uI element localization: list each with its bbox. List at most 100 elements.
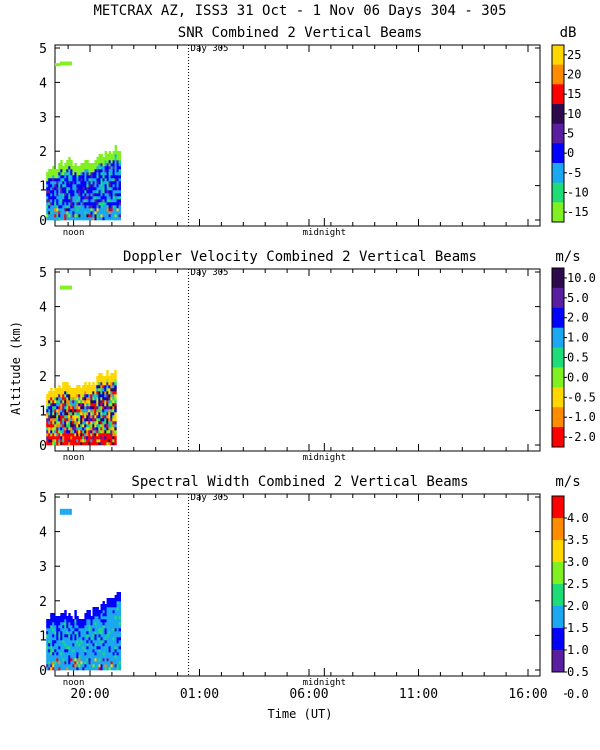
- data-cell: [48, 439, 51, 443]
- data-cell: [96, 607, 99, 611]
- data-cell: [64, 658, 67, 662]
- data-cell: [118, 211, 121, 215]
- data-cell: [100, 184, 103, 188]
- data-cell: [66, 625, 69, 629]
- data-cell: [86, 439, 89, 443]
- data-cell: [66, 382, 69, 386]
- data-cell: [102, 400, 105, 404]
- data-cell: [110, 202, 113, 206]
- data-cell: [70, 202, 73, 206]
- data-cell: [86, 217, 89, 221]
- data-cell: [96, 157, 99, 161]
- data-cell: [76, 190, 79, 194]
- data-cell: [84, 166, 87, 170]
- data-cell: [72, 187, 75, 191]
- data-cell: [66, 193, 69, 197]
- data-cell: [70, 436, 73, 440]
- data-cell: [56, 199, 59, 203]
- data-cell: [106, 208, 109, 212]
- data-cell: [104, 667, 107, 671]
- data-cell: [116, 175, 119, 179]
- data-cell: [54, 190, 57, 194]
- data-cell: [116, 205, 119, 209]
- data-cell: [94, 640, 97, 644]
- y-tick-label: 5: [39, 491, 47, 506]
- data-cell: [78, 442, 81, 446]
- data-cell: [112, 403, 115, 407]
- data-cell: [76, 664, 79, 668]
- data-cell: [94, 664, 97, 668]
- data-cell: [106, 217, 109, 221]
- data-cell: [70, 388, 73, 392]
- data-cell: [48, 430, 51, 434]
- data-cell: [48, 412, 51, 416]
- data-cell: [100, 412, 103, 416]
- data-cell: [84, 613, 87, 617]
- data-cell: [58, 649, 61, 653]
- data-cell: [108, 379, 111, 383]
- data-cell: [52, 424, 55, 428]
- data-cell: [62, 649, 65, 653]
- data-cell: [46, 427, 49, 431]
- data-cell: [60, 190, 63, 194]
- day-label: Day 305: [191, 268, 229, 278]
- data-cell: [86, 430, 89, 434]
- data-cell: [116, 193, 119, 197]
- data-cell: [112, 607, 115, 611]
- data-cell: [118, 181, 121, 185]
- data-cell: [110, 181, 113, 185]
- data-cell: [74, 442, 77, 446]
- data-cell: [114, 649, 117, 653]
- data-cell: [74, 625, 77, 629]
- data-cell: [78, 418, 81, 422]
- data-cell: [66, 427, 69, 431]
- data-cell: [52, 403, 55, 407]
- data-cell: [104, 211, 107, 215]
- data-cell: [98, 439, 101, 443]
- data-cell: [76, 178, 79, 182]
- data-cell: [94, 628, 97, 632]
- data-cell: [58, 208, 61, 212]
- data-cell: [112, 196, 115, 200]
- plot-frame: [54, 268, 541, 452]
- data-cell: [52, 646, 55, 650]
- data-cell: [96, 217, 99, 221]
- data-cell: [100, 649, 103, 653]
- data-cell: [98, 388, 101, 392]
- data-cell: [54, 409, 57, 413]
- data-cell: [64, 181, 67, 185]
- data-cell: [114, 202, 117, 206]
- data-cell: [112, 637, 115, 641]
- data-cell: [118, 178, 121, 182]
- data-cell: [94, 391, 97, 395]
- data-cell: [102, 442, 105, 446]
- data-cell: [68, 418, 71, 422]
- data-cell: [88, 433, 91, 437]
- data-cell: [54, 397, 57, 401]
- data-cell: [78, 397, 81, 401]
- data-cell: [110, 604, 113, 608]
- data-cell: [58, 436, 61, 440]
- data-cell: [46, 658, 49, 662]
- data-cell: [92, 409, 95, 413]
- data-cell: [78, 208, 81, 212]
- data-cell: [114, 373, 117, 377]
- data-cell: [82, 199, 85, 203]
- data-cell: [104, 427, 107, 431]
- data-cell: [86, 652, 89, 656]
- data-cell: [50, 436, 53, 440]
- data-cell: [68, 388, 71, 392]
- data-cell: [116, 208, 119, 212]
- data-cell: [68, 439, 71, 443]
- data-cell: [110, 175, 113, 179]
- data-cell: [112, 634, 115, 638]
- data-cell: [66, 175, 69, 179]
- data-cell: [90, 190, 93, 194]
- data-cell: [116, 595, 119, 599]
- data-cell: [86, 394, 89, 398]
- data-cell: [64, 439, 67, 443]
- data-cell: [106, 196, 109, 200]
- data-cell: [48, 187, 51, 191]
- data-cell: [96, 661, 99, 665]
- data-cell: [110, 601, 113, 605]
